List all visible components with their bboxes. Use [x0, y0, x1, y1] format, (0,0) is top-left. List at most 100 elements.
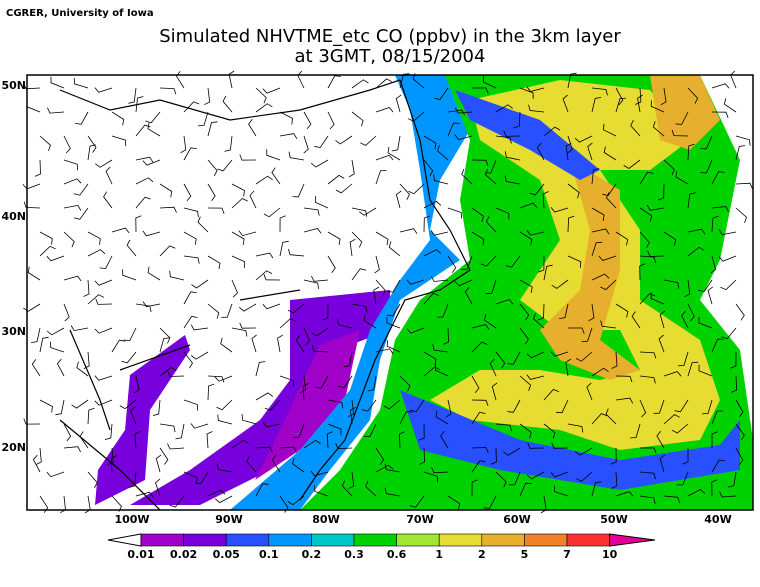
wind-barb [231, 198, 248, 209]
wind-barb [551, 442, 569, 449]
wind-barb [652, 121, 665, 137]
wind-barb [94, 279, 113, 286]
wind-barb [63, 275, 82, 282]
wind-barb [735, 135, 751, 146]
wind-barb [423, 249, 442, 257]
wind-barb [375, 78, 393, 89]
wind-barb [731, 375, 738, 393]
wind-barb [639, 255, 657, 264]
wind-barb [197, 111, 209, 127]
wind-barb [682, 448, 689, 465]
wind-barb [23, 418, 41, 425]
wind-barb [432, 344, 449, 353]
wind-barb [39, 135, 51, 152]
wind-barb [495, 207, 510, 220]
wind-barbs [22, 70, 753, 514]
wind-barb [95, 298, 113, 305]
wind-barb [600, 279, 617, 291]
wind-barb [454, 134, 473, 141]
wind-barb [327, 231, 341, 246]
wind-barb [663, 159, 675, 176]
wind-barb [310, 470, 329, 477]
wind-barb [630, 423, 641, 439]
wind-barb [303, 207, 320, 216]
wind-barb [246, 456, 257, 473]
co-plume [95, 335, 190, 505]
wind-barb [32, 454, 41, 473]
wind-barb [63, 135, 71, 154]
wind-barb [375, 279, 386, 296]
wind-barb [123, 327, 137, 341]
wind-barb [50, 76, 65, 89]
wind-barb [155, 454, 162, 473]
colorbar-label: 5 [521, 548, 529, 561]
wind-barb [207, 375, 225, 383]
wind-barb [519, 303, 530, 321]
wind-barb [255, 252, 274, 259]
wind-barb [663, 414, 680, 425]
colorbar-label: 7 [563, 548, 571, 561]
wind-barb [536, 142, 545, 161]
wind-barb [145, 111, 161, 124]
wind-barb [135, 491, 154, 498]
wind-barb [495, 423, 512, 432]
wind-barb [721, 327, 737, 340]
wind-barb [63, 204, 82, 211]
wind-barb [491, 382, 498, 401]
wind-barb [408, 111, 425, 122]
wind-barb [472, 87, 489, 94]
wind-barb [650, 100, 665, 113]
wind-barb [551, 279, 569, 289]
wind-barb [287, 495, 305, 506]
wind-barb [735, 399, 744, 418]
wind-barb [311, 345, 329, 353]
wind-barb [484, 159, 497, 174]
wind-barb [279, 133, 298, 140]
wind-barb [75, 111, 89, 125]
wind-barb [63, 178, 82, 185]
wind-barb [602, 183, 617, 197]
wind-barb [471, 399, 489, 407]
wind-barb [262, 303, 281, 310]
wind-barb [423, 292, 439, 305]
wind-barb [591, 228, 610, 235]
wind-barb [255, 483, 269, 497]
wind-barb [471, 159, 489, 167]
wind-barb [735, 182, 753, 189]
wind-barb [602, 123, 617, 137]
wind-barb [663, 495, 680, 504]
wind-barb [311, 327, 329, 337]
wind-barb [623, 159, 641, 169]
wind-barb [83, 279, 90, 297]
wind-barb [73, 207, 89, 220]
wind-barb [435, 410, 449, 425]
wind-barb [646, 204, 665, 211]
wind-barb [526, 374, 545, 380]
wind-barb [659, 454, 666, 473]
wind-barb [567, 215, 575, 233]
wind-barb [386, 279, 401, 293]
wind-barb [529, 183, 545, 196]
wind-barb [207, 255, 221, 270]
wind-barb [341, 480, 353, 497]
wind-barb [543, 389, 560, 401]
wind-barb [537, 303, 545, 321]
wind-barb [391, 135, 401, 152]
wind-barb [292, 183, 305, 198]
wind-barb [255, 103, 273, 113]
wind-barb [567, 255, 582, 268]
longitude-labels: 100W 90W 80W 70W 60W 50W 40W [114, 513, 731, 526]
wind-barb [255, 270, 273, 281]
wind-barb [87, 294, 104, 305]
title-line: at 3GMT, 08/15/2004 [295, 46, 486, 67]
wind-barb [94, 375, 113, 381]
wind-barb [279, 111, 293, 125]
wind-barb [681, 310, 689, 329]
wind-barb [684, 279, 691, 298]
wind-barb [600, 320, 617, 329]
wind-barb [238, 230, 257, 237]
wind-barb [375, 154, 394, 161]
wind-barb [231, 255, 246, 268]
wind-barb [735, 207, 747, 224]
wind-barb [107, 447, 114, 465]
